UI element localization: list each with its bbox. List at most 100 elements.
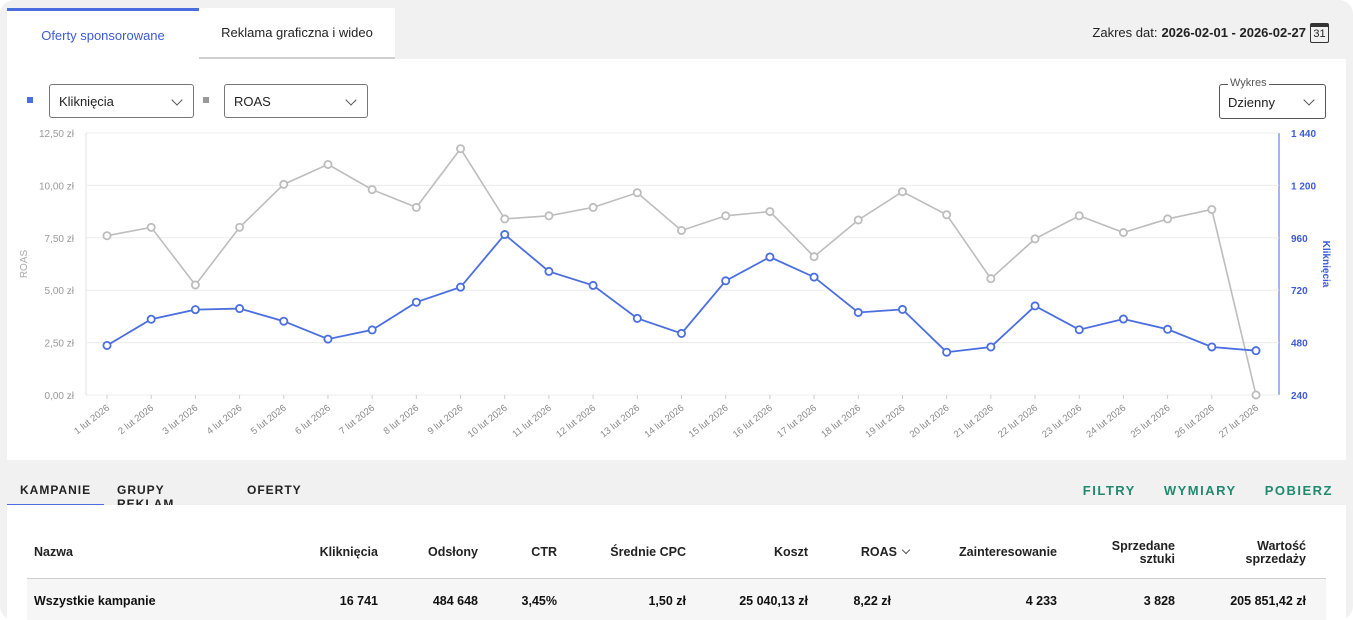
roas-legend-square [203, 97, 209, 103]
chart-mode-select[interactable]: Wykres Dzienny [1219, 77, 1326, 119]
header-sold-units[interactable]: Sprzedane sztuki [1112, 540, 1175, 566]
y-left-axis-title: ROAS [19, 250, 30, 279]
clicks-point [942, 347, 952, 357]
header-cost[interactable]: Koszt [773, 545, 808, 559]
roas-point [632, 188, 642, 198]
tab-display-video[interactable]: Reklama graficzna i wideo [199, 8, 395, 59]
clicks-point [588, 280, 598, 290]
x-tick-label: 21 lut 2026 [952, 403, 996, 441]
header-sold-line1: Sprzedane [1111, 539, 1175, 553]
table-actions: FILTRY WYMIARY POBIERZ [1055, 483, 1333, 498]
x-tick-label: 16 lut 2026 [731, 403, 775, 441]
download-button[interactable]: POBIERZ [1264, 483, 1333, 498]
x-tick-label: 18 lut 2026 [819, 403, 863, 441]
cell-impressions: 484 648 [432, 594, 478, 608]
header-sold-line2: sztuki [1139, 552, 1175, 566]
header-clicks[interactable]: Kliknięcia [319, 545, 378, 559]
roas-point [853, 215, 863, 225]
x-tick-label: 7 lut 2026 [337, 403, 377, 437]
date-range-value: 2026-02-01 - 2026-02-27 [1161, 24, 1306, 40]
tab-campaigns[interactable]: KAMPANIE [20, 483, 92, 497]
x-tick-label: 20 lut 2026 [908, 403, 952, 441]
header-value-line1: Wartość [1257, 539, 1306, 553]
clicks-point [279, 316, 289, 326]
clicks-point [411, 297, 421, 307]
x-tick-label: 4 lut 2026 [205, 403, 245, 437]
calendar-icon[interactable]: 31 [1310, 23, 1329, 43]
x-tick-label: 26 lut 2026 [1173, 403, 1217, 441]
x-tick-label: 3 lut 2026 [161, 403, 201, 437]
clicks-point [1030, 301, 1040, 311]
roas-point [897, 187, 907, 197]
x-tick-label: 2 lut 2026 [116, 403, 156, 437]
roas-point [456, 144, 466, 154]
chart-mode-legend: Wykres [1228, 77, 1269, 89]
cell-roas: 8,22 zł [853, 594, 891, 608]
roas-point [411, 202, 421, 212]
roas-point [235, 222, 245, 232]
sort-chevron-icon[interactable] [901, 545, 911, 555]
clicks-point [1163, 324, 1173, 334]
roas-point [1030, 234, 1040, 244]
roas-point [588, 202, 598, 212]
x-tick-label: 1 lut 2026 [72, 403, 112, 437]
clicks-point [765, 252, 775, 262]
x-tick-label: 6 lut 2026 [293, 403, 333, 437]
x-tick-label: 23 lut 2026 [1040, 403, 1084, 441]
roas-point [1163, 214, 1173, 224]
x-tick-label: 12 lut 2026 [554, 403, 598, 441]
roas-point [323, 159, 333, 169]
roas-point [279, 179, 289, 189]
y-left-tick-label: 12,50 zł [39, 129, 75, 140]
date-range[interactable]: Zakres dat: 2026-02-01 - 2026-02-27 31 [1092, 22, 1329, 43]
roas-point [942, 210, 952, 220]
right-metric-value: ROAS [234, 93, 271, 109]
y-right-tick-label: 960 [1291, 234, 1308, 245]
x-tick-label: 22 lut 2026 [996, 403, 1040, 441]
clicks-point [500, 230, 510, 240]
x-tick-label: 9 lut 2026 [426, 403, 466, 437]
header-sales-value[interactable]: Wartość sprzedaży [1246, 540, 1306, 566]
tab-ad-groups[interactable]: GRUPY REKLAM [117, 483, 175, 511]
header-name[interactable]: Nazwa [34, 545, 73, 559]
header-impressions[interactable]: Odsłony [427, 545, 478, 559]
y-right-tick-label: 1 440 [1291, 129, 1316, 140]
cell-interest: 4 233 [1025, 594, 1057, 608]
x-tick-label: 17 lut 2026 [775, 403, 819, 441]
clicks-point [853, 307, 863, 317]
clicks-point [190, 305, 200, 315]
line-chart: 0,00 zł 240 2,50 zł 480 5,00 zł 720 7,50 zł 960… [19, 129, 1331, 441]
roas-point [367, 185, 377, 195]
cell-sales-value: 205 851,42 zł [1230, 594, 1306, 608]
left-metric-select[interactable]: Kliknięcia [49, 84, 194, 118]
clicks-point [323, 334, 333, 344]
x-tick-label: 10 lut 2026 [466, 403, 510, 441]
y-right-tick-label: 720 [1291, 286, 1308, 297]
dimensions-button[interactable]: WYMIARY [1163, 483, 1237, 498]
roas-point [1251, 390, 1261, 400]
roas-point [102, 231, 112, 241]
y-right-tick-label: 1 200 [1291, 181, 1316, 192]
x-tick-label: 13 lut 2026 [598, 403, 642, 441]
filters-button[interactable]: FILTRY [1082, 483, 1136, 498]
x-tick-label: 11 lut 2026 [511, 403, 554, 440]
x-tick-label: 5 lut 2026 [249, 403, 289, 437]
tab-sponsored-offers[interactable]: Oferty sponsorowane [7, 8, 199, 59]
y-right-axis-title: Kliknięcia [1320, 241, 1331, 288]
date-range-label: Zakres dat: [1092, 24, 1158, 40]
tab-offers[interactable]: OFERTY [247, 483, 302, 497]
right-metric-select[interactable]: ROAS [224, 84, 368, 118]
header-ctr[interactable]: CTR [531, 545, 557, 559]
x-tick-label: 14 lut 2026 [643, 403, 687, 441]
clicks-point [102, 340, 112, 350]
header-roas[interactable]: ROAS [861, 545, 911, 559]
clicks-point [809, 272, 819, 282]
table-row[interactable] [27, 579, 1326, 620]
roas-point [1074, 211, 1084, 221]
y-left-tick-label: 7,50 zł [45, 234, 75, 245]
header-avg-cpc[interactable]: Średnie CPC [610, 545, 686, 559]
cell-cost: 25 040,13 zł [739, 594, 808, 608]
header-interest[interactable]: Zainteresowanie [959, 545, 1057, 559]
left-metric-value: Kliknięcia [59, 93, 114, 109]
top-tabbar: Oferty sponsorowane Reklama graficzna i … [7, 8, 1346, 59]
